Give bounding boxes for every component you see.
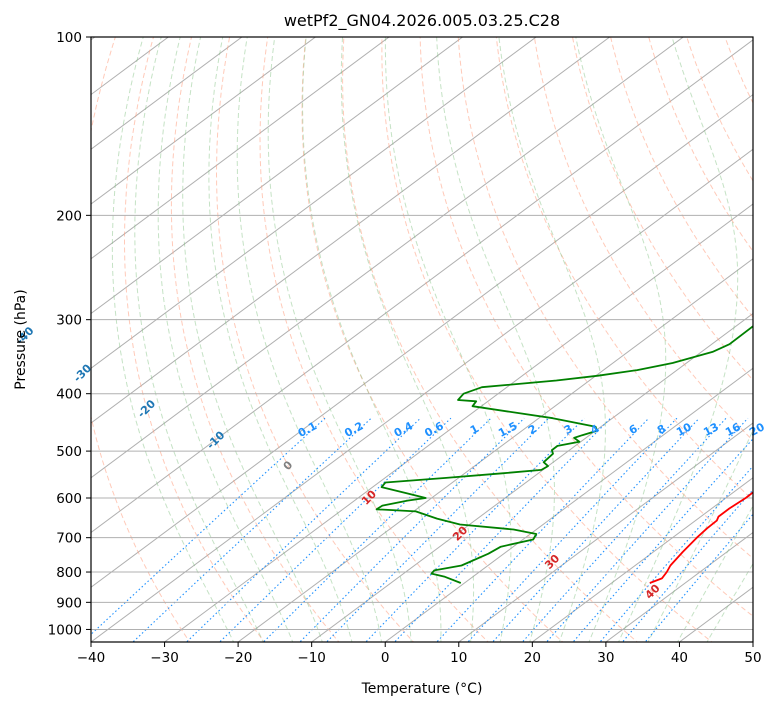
x-tick-label: 20 xyxy=(524,650,541,666)
isotherm xyxy=(91,37,390,260)
mixing-ratio-line xyxy=(436,417,650,642)
pressure-gridlines xyxy=(91,37,753,630)
x-tick-label: 10 xyxy=(450,650,467,666)
isotherm xyxy=(531,477,753,642)
isotherm xyxy=(91,148,753,642)
mixing-ratio-line xyxy=(393,417,611,642)
mixing-ratio-label: 16 xyxy=(723,420,743,439)
isotherm xyxy=(91,37,243,150)
x-tick-label: 30 xyxy=(597,650,614,666)
dry-adiabat xyxy=(170,37,340,642)
isotherm xyxy=(457,422,753,642)
x-tick-label: 50 xyxy=(744,650,761,666)
y-tick-label: 100 xyxy=(56,30,82,46)
dry-adiabat xyxy=(259,37,489,642)
y-tick-label: 300 xyxy=(56,313,82,329)
moist-adiabat xyxy=(157,37,294,642)
y-axis-label: Pressure (hPa) xyxy=(13,289,29,389)
moist-adiabat xyxy=(111,37,235,642)
mixing-ratio-line xyxy=(325,417,550,642)
isotherm xyxy=(91,37,611,424)
moist-adiabat xyxy=(182,37,323,642)
y-tick-label: 500 xyxy=(56,444,82,460)
dry-adiabat xyxy=(457,37,753,560)
dry-adiabat xyxy=(342,37,638,642)
y-tick-label: 400 xyxy=(56,387,82,403)
isotherm xyxy=(91,37,685,479)
mixing-ratio-line xyxy=(185,417,421,642)
moist-adiabat xyxy=(236,37,383,642)
mixing-ratio-line xyxy=(467,417,678,642)
mixing-ratio-label: 13 xyxy=(701,420,721,439)
dry-adiabat xyxy=(216,37,415,642)
mixing-ratio-line xyxy=(365,417,585,642)
x-tick-label: −10 xyxy=(297,650,326,666)
x-axis-ticks: −40 −30 −20 −10 0 10 20 30 40 50 xyxy=(77,642,762,666)
x-tick-label: 40 xyxy=(671,650,688,666)
moist-adiabat xyxy=(498,37,606,642)
temperature-profile xyxy=(649,491,753,584)
dry-adiabat xyxy=(533,37,753,442)
moist-adiabat xyxy=(302,37,442,642)
mixing-ratio-line xyxy=(644,513,753,642)
y-tick-label: 200 xyxy=(56,208,82,224)
moist-adiabat xyxy=(384,37,512,642)
dry-adiabat xyxy=(495,37,753,501)
background-lines xyxy=(91,37,753,642)
moist-adiabat xyxy=(267,37,412,642)
mixing-ratio-line xyxy=(262,417,492,642)
plot-area: -100-90-80-70-60-50-40-30-20-10010203040… xyxy=(13,36,767,643)
dewpoint-profile xyxy=(375,325,753,584)
dry-adiabat xyxy=(572,37,753,381)
dry-adiabat xyxy=(124,37,265,642)
isotherm xyxy=(91,37,464,315)
dry-adiabat xyxy=(381,37,713,642)
moist-adiabat xyxy=(340,37,475,642)
isotherm xyxy=(605,531,753,642)
x-axis-label: Temperature (°C) xyxy=(361,681,483,697)
y-tick-label: 700 xyxy=(56,531,82,547)
x-tick-label: −20 xyxy=(224,650,253,666)
mixing-ratio-label: 20 xyxy=(747,420,767,439)
moist-adiabat xyxy=(208,37,353,642)
x-tick-label: −40 xyxy=(77,650,106,666)
chart-title: wetPf2_GN04.2026.005.03.25.C28 xyxy=(284,11,560,31)
isotherm xyxy=(163,203,753,642)
mixing-ratio-line xyxy=(299,417,525,642)
y-tick-label: 1000 xyxy=(48,622,82,638)
y-axis-ticks: 100 200 300 400 500 600 700 800 900 1000 xyxy=(48,30,91,638)
mixing-ratio-line xyxy=(91,417,326,636)
mixing-ratio-line xyxy=(621,488,753,642)
profiles xyxy=(375,325,753,584)
y-tick-label: 800 xyxy=(56,565,82,581)
y-tick-label: 600 xyxy=(56,491,82,507)
y-tick-label: 900 xyxy=(56,595,82,611)
dry-adiabat xyxy=(301,37,564,642)
mixing-ratio-line xyxy=(572,437,753,642)
moist-adiabat xyxy=(575,37,667,642)
moist-adiabat xyxy=(134,37,264,642)
x-tick-label: −30 xyxy=(150,650,179,666)
x-tick-label: 0 xyxy=(381,650,390,666)
isotherm xyxy=(310,312,753,642)
isotherm xyxy=(237,258,753,642)
moist-adiabat xyxy=(436,37,555,642)
isotherm xyxy=(91,37,317,205)
mixing-ratio-line xyxy=(491,417,700,642)
plot-frame xyxy=(90,36,754,643)
moist-adiabat xyxy=(647,429,753,642)
moist-adiabat xyxy=(676,504,753,642)
moist-adiabat xyxy=(617,37,739,642)
isotherm xyxy=(91,39,753,534)
mixing-ratio-label: 10 xyxy=(674,420,694,439)
isotherm xyxy=(91,93,753,588)
mixing-ratio-line xyxy=(599,465,753,642)
